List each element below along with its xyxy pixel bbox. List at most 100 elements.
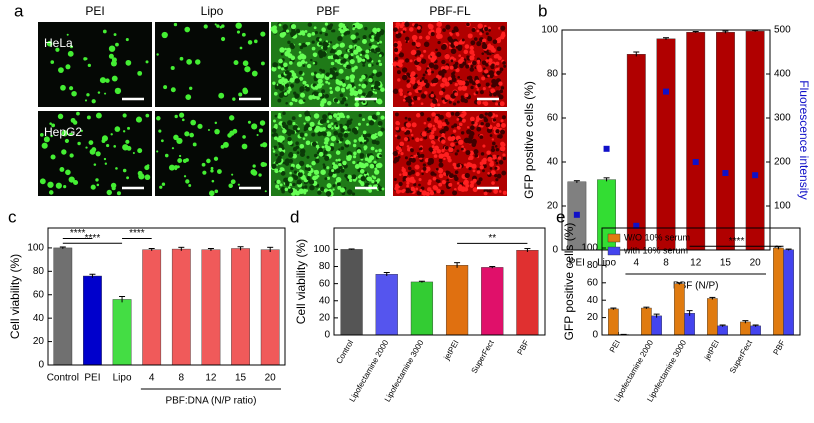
y-tick-label: 100 [27, 243, 44, 254]
column-label: PBF-FL [429, 4, 471, 18]
cell [498, 81, 503, 86]
y2-tick-label: 100 [774, 201, 791, 212]
cell [456, 117, 460, 121]
cell [375, 32, 381, 38]
cell [282, 123, 287, 129]
cell [416, 28, 422, 34]
cell [328, 115, 333, 120]
cell [483, 116, 487, 120]
cell [490, 88, 496, 94]
cell [295, 141, 299, 146]
cell [253, 39, 258, 44]
cell [329, 41, 333, 44]
cell [314, 158, 320, 164]
cell [185, 94, 192, 101]
cell [330, 122, 334, 126]
cell [309, 185, 315, 191]
cell [422, 133, 427, 137]
cell [282, 128, 287, 134]
cell [452, 102, 457, 106]
cell [375, 81, 381, 87]
cell [488, 58, 493, 63]
cell [280, 52, 284, 56]
cell [292, 153, 297, 159]
cell [360, 182, 365, 187]
cell [438, 70, 444, 76]
cell [455, 68, 460, 73]
cell [318, 92, 323, 97]
bar [745, 30, 765, 251]
scatter-point [722, 170, 729, 176]
cell [271, 164, 277, 169]
cell [281, 77, 285, 81]
cell [184, 26, 191, 33]
cell [371, 73, 375, 77]
cell [343, 53, 349, 59]
cell [424, 91, 428, 95]
cell [349, 49, 352, 52]
cell [192, 142, 197, 147]
micrograph [38, 22, 152, 107]
cell [49, 122, 52, 125]
cell [411, 122, 417, 128]
cell [483, 191, 488, 196]
x-tick-label: SuperFect [470, 338, 497, 375]
cell [359, 154, 364, 159]
cell [39, 132, 44, 137]
cell [83, 57, 87, 61]
column-label: Lipo [201, 4, 224, 18]
cell [289, 83, 295, 88]
error-bar [148, 247, 155, 251]
cell [336, 116, 341, 121]
column-label: PBF [316, 4, 339, 18]
cell [492, 39, 498, 45]
cell [398, 42, 402, 46]
y-tick-label: 20 [33, 336, 45, 347]
cell [495, 129, 500, 134]
cell [476, 167, 480, 171]
error-bar [709, 296, 716, 300]
cell [114, 126, 121, 132]
cell [460, 147, 464, 151]
plot-frame [47, 227, 286, 366]
cell [441, 77, 448, 83]
cell [177, 158, 183, 164]
cell [340, 100, 344, 104]
cell [340, 128, 345, 133]
cell [314, 127, 320, 133]
cell [403, 137, 409, 142]
cell [329, 23, 334, 27]
cell [311, 40, 315, 44]
cell [287, 186, 291, 189]
cell [64, 138, 70, 144]
cell [300, 59, 306, 65]
cell [218, 92, 225, 99]
cell [487, 111, 493, 117]
cell [333, 67, 337, 71]
cell [335, 158, 339, 162]
cell [323, 149, 328, 155]
x-tick-label: 8 [179, 373, 185, 384]
cell [304, 61, 308, 64]
cell [111, 186, 116, 191]
cell [373, 176, 377, 180]
cell [477, 67, 483, 73]
cell [314, 85, 319, 90]
cell [156, 53, 159, 56]
cell [465, 150, 471, 156]
cell [376, 111, 380, 116]
x-tick-label: PEI [569, 258, 585, 269]
cell [372, 27, 378, 33]
cell [238, 92, 243, 97]
cell [393, 159, 397, 164]
cell [413, 183, 417, 187]
cell [432, 124, 435, 128]
cell [304, 110, 310, 117]
bar [171, 248, 191, 366]
cell [340, 187, 346, 193]
cell [50, 154, 56, 160]
cell [404, 156, 408, 160]
cell [55, 47, 60, 52]
cell [483, 67, 486, 71]
cell [427, 187, 432, 192]
